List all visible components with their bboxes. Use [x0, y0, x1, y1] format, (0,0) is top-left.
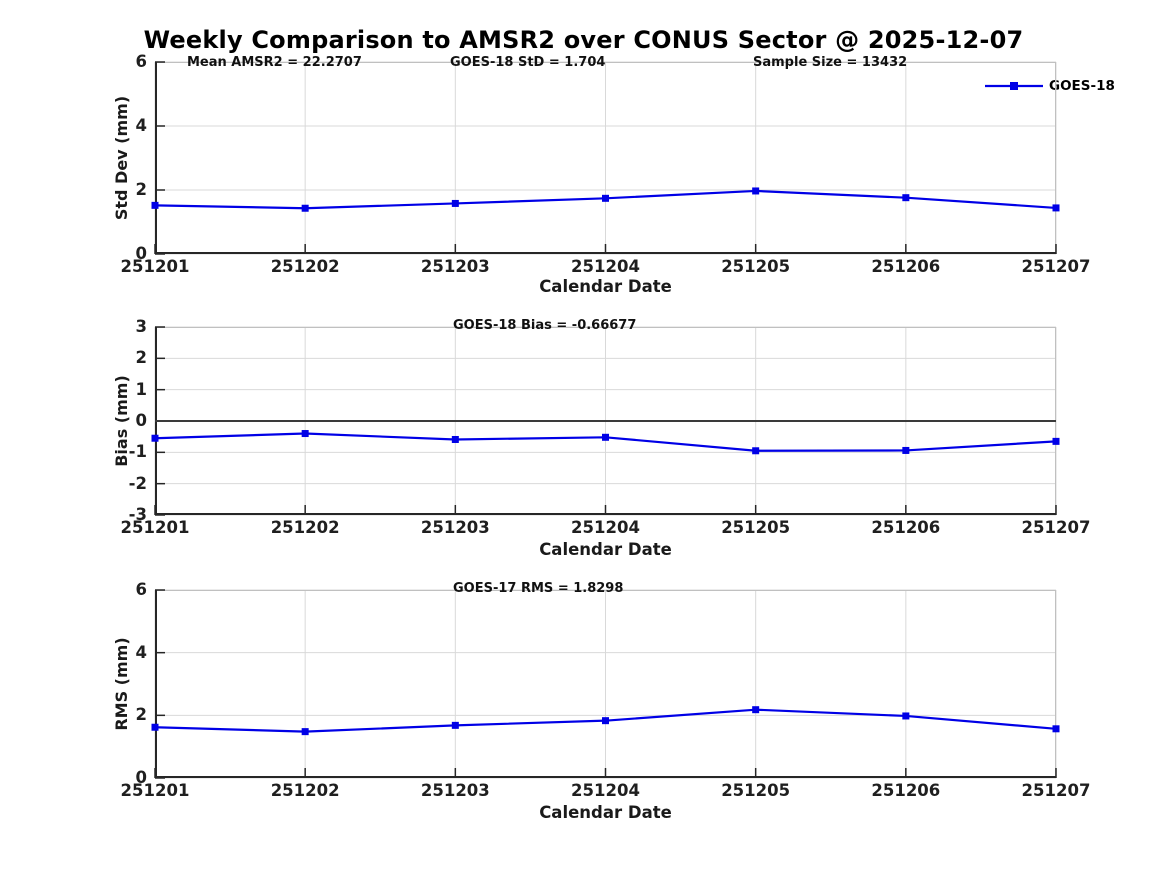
y-tick-label: 0	[135, 244, 147, 263]
y-tick-label: 1	[135, 379, 147, 399]
data-marker	[752, 706, 760, 714]
x-tick-label: 251205	[721, 781, 791, 800]
data-marker	[1052, 204, 1060, 212]
data-marker	[752, 187, 760, 195]
x-tick-label: 251205	[721, 257, 791, 276]
bias-x-axis-label: Calendar Date	[539, 540, 672, 559]
data-marker	[902, 446, 910, 454]
data-marker	[151, 723, 159, 731]
y-tick-label: 0	[135, 768, 147, 787]
x-tick-label: 251204	[571, 257, 640, 276]
annotation-goes18-bias: GOES-18 Bias = -0.66677	[453, 318, 637, 333]
legend-square-marker-icon	[1010, 82, 1018, 90]
data-marker	[451, 199, 459, 207]
y-tick-label: -3	[128, 505, 147, 524]
x-tick-label: 251203	[420, 781, 490, 800]
legend-line-marker-swatch	[985, 82, 1043, 90]
bias-plot-area	[151, 326, 1060, 516]
data-marker	[602, 194, 609, 202]
y-tick-label: 2	[135, 348, 147, 368]
y-tick-label: -1	[128, 442, 147, 462]
x-tick-label: 251202	[270, 781, 340, 800]
x-tick-label: 251207	[1021, 781, 1091, 800]
data-marker	[752, 447, 760, 455]
legend-label: GOES-18	[1049, 78, 1115, 94]
y-tick-label: 2	[135, 180, 147, 199]
data-marker	[151, 201, 159, 209]
annotation-goes18-std: GOES-18 StD = 1.704	[450, 55, 606, 70]
data-marker	[902, 712, 910, 720]
y-tick-label: 4	[135, 116, 147, 135]
y-tick-label: 3	[135, 317, 147, 336]
stddev-x-axis-label: Calendar Date	[539, 277, 672, 296]
y-tick-label: 2	[135, 705, 147, 725]
x-tick-label: 251202	[270, 518, 340, 537]
x-tick-label: 251204	[571, 518, 640, 537]
y-tick-label: 6	[135, 52, 147, 71]
data-marker	[301, 204, 309, 212]
data-marker	[451, 435, 459, 443]
data-marker	[151, 434, 159, 442]
x-tick-label: 251207	[1021, 518, 1091, 537]
chart-title: Weekly Comparison to AMSR2 over CONUS Se…	[143, 26, 1024, 54]
legend: GOES-18	[984, 77, 1115, 95]
x-tick-label: 251201	[120, 518, 190, 537]
data-marker	[1052, 725, 1060, 733]
x-tick-label: 251201	[120, 781, 190, 800]
x-tick-label: 251206	[871, 518, 941, 537]
rms-y-axis-label: RMS (mm)	[112, 637, 131, 731]
x-tick-label: 251202	[270, 257, 340, 276]
y-tick-label: 6	[135, 580, 147, 599]
data-marker	[602, 717, 609, 725]
data-marker	[602, 433, 609, 441]
y-tick-label: -2	[128, 473, 147, 493]
x-tick-label: 251206	[871, 257, 941, 276]
x-tick-label: 251205	[721, 518, 791, 537]
data-marker	[451, 721, 459, 729]
annotation-sample-size: Sample Size = 13432	[753, 55, 908, 70]
x-tick-label: 251201	[120, 257, 190, 276]
y-tick-label: 4	[135, 642, 147, 662]
data-marker	[902, 194, 910, 202]
y-tick-label: 0	[135, 411, 147, 430]
x-tick-label: 251203	[420, 518, 490, 537]
annotation-goes17-rms: GOES-17 RMS = 1.8298	[453, 581, 624, 596]
x-tick-label: 251207	[1021, 257, 1091, 276]
stddev-plot-area	[151, 61, 1060, 255]
annotation-mean-amsr2: Mean AMSR2 = 22.2707	[187, 55, 362, 70]
rms-plot-area	[151, 589, 1060, 779]
x-tick-label: 251204	[571, 781, 640, 800]
stddev-y-axis-label: Std Dev (mm)	[112, 95, 131, 221]
data-marker	[301, 430, 309, 438]
x-tick-label: 251203	[420, 257, 490, 276]
data-marker	[301, 728, 309, 736]
x-tick-label: 251206	[871, 781, 941, 800]
data-marker	[1052, 437, 1060, 445]
rms-x-axis-label: Calendar Date	[539, 803, 672, 822]
